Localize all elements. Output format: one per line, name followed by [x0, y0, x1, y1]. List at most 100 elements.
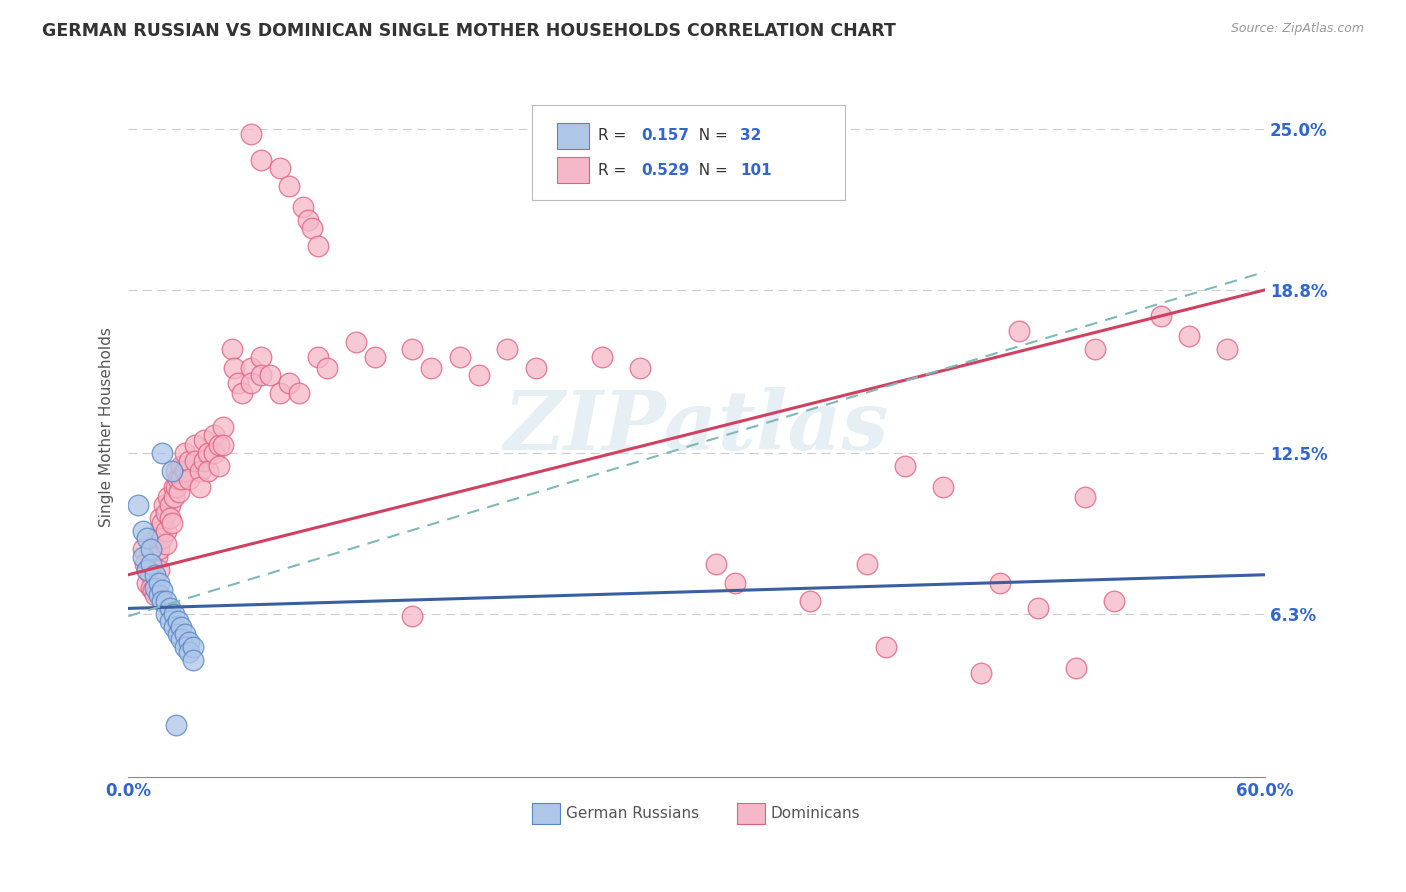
Point	[136, 563, 159, 577]
Point	[155, 506, 177, 520]
Point	[401, 343, 423, 357]
Bar	[557, 158, 589, 183]
Point	[163, 480, 186, 494]
Point	[250, 350, 273, 364]
Point	[155, 607, 177, 621]
Point	[166, 472, 188, 486]
Point	[174, 627, 197, 641]
Point	[197, 446, 219, 460]
Point	[208, 458, 231, 473]
Point	[1084, 343, 1107, 357]
Point	[212, 438, 235, 452]
Point	[170, 632, 193, 647]
Point	[181, 640, 204, 655]
Point	[150, 593, 173, 607]
Point	[132, 549, 155, 564]
Point	[240, 128, 263, 142]
Point	[150, 532, 173, 546]
Point	[183, 438, 205, 452]
Point	[160, 464, 183, 478]
Point	[155, 593, 177, 607]
Point	[449, 350, 471, 364]
Point	[145, 532, 167, 546]
Point	[1074, 490, 1097, 504]
Point	[202, 428, 225, 442]
Point	[136, 575, 159, 590]
Point	[401, 609, 423, 624]
Point	[139, 567, 162, 582]
Point	[177, 472, 200, 486]
Point	[932, 480, 955, 494]
Point	[159, 510, 181, 524]
Point	[159, 601, 181, 615]
Point	[177, 645, 200, 659]
Point	[420, 360, 443, 375]
Bar	[531, 804, 561, 824]
Point	[132, 541, 155, 556]
Point	[231, 386, 253, 401]
Point	[139, 541, 162, 556]
Point	[468, 368, 491, 383]
Point	[155, 536, 177, 550]
Point	[155, 524, 177, 538]
Text: R =: R =	[598, 128, 631, 144]
Point	[208, 438, 231, 452]
Point	[136, 532, 159, 546]
Point	[1102, 593, 1125, 607]
Point	[170, 472, 193, 486]
Point	[1216, 343, 1239, 357]
Point	[278, 376, 301, 390]
Point	[174, 464, 197, 478]
Text: German Russians: German Russians	[567, 805, 699, 821]
Point	[221, 343, 243, 357]
Point	[150, 446, 173, 460]
Point	[183, 454, 205, 468]
Point	[363, 350, 385, 364]
Point	[177, 454, 200, 468]
Point	[134, 558, 156, 572]
Y-axis label: Single Mother Households: Single Mother Households	[100, 327, 114, 527]
Point	[250, 153, 273, 168]
Point	[1150, 309, 1173, 323]
Text: GERMAN RUSSIAN VS DOMINICAN SINGLE MOTHER HOUSEHOLDS CORRELATION CHART: GERMAN RUSSIAN VS DOMINICAN SINGLE MOTHE…	[42, 22, 896, 40]
Point	[159, 498, 181, 512]
Point	[165, 718, 187, 732]
Point	[193, 433, 215, 447]
Point	[157, 490, 180, 504]
Point	[259, 368, 281, 383]
Point	[628, 360, 651, 375]
Point	[226, 376, 249, 390]
Text: Dominicans: Dominicans	[770, 805, 860, 821]
Point	[704, 558, 727, 572]
Point	[148, 575, 170, 590]
Point	[166, 627, 188, 641]
Point	[724, 575, 747, 590]
Point	[139, 581, 162, 595]
Point	[170, 458, 193, 473]
Text: 0.157: 0.157	[641, 128, 689, 144]
Point	[344, 334, 367, 349]
Point	[163, 607, 186, 621]
Point	[224, 360, 246, 375]
Point	[799, 593, 821, 607]
Point	[170, 619, 193, 633]
Point	[148, 589, 170, 603]
Text: R =: R =	[598, 163, 631, 178]
Point	[174, 640, 197, 655]
Point	[269, 386, 291, 401]
Point	[496, 343, 519, 357]
Point	[856, 558, 879, 572]
Point	[1064, 661, 1087, 675]
Point	[894, 458, 917, 473]
Text: N =: N =	[689, 128, 733, 144]
Point	[988, 575, 1011, 590]
Point	[145, 549, 167, 564]
Text: 32: 32	[740, 128, 761, 144]
Point	[177, 635, 200, 649]
Point	[188, 464, 211, 478]
Point	[143, 567, 166, 582]
Point	[143, 589, 166, 603]
Point	[165, 480, 187, 494]
Point	[297, 213, 319, 227]
Point	[212, 420, 235, 434]
